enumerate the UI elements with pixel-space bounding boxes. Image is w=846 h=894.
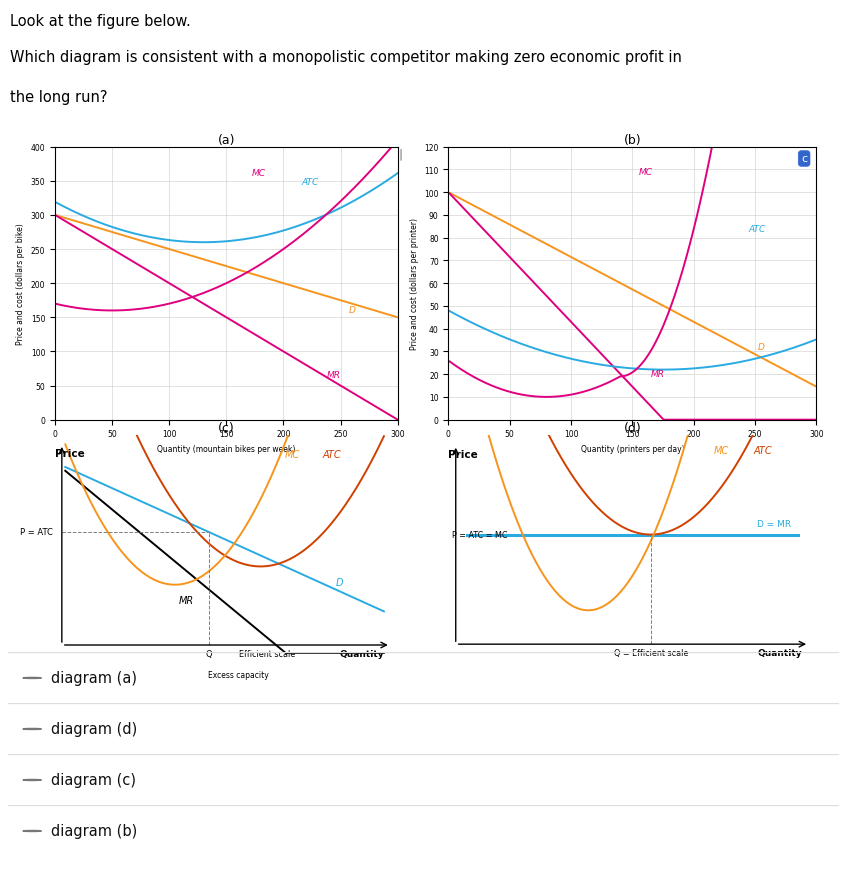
Text: Efficient scale: Efficient scale xyxy=(239,649,295,658)
Text: MR: MR xyxy=(651,370,665,379)
Circle shape xyxy=(23,678,41,679)
Text: Q = Efficient scale: Q = Efficient scale xyxy=(613,648,688,657)
Text: ATC: ATC xyxy=(754,445,772,455)
Text: ATC: ATC xyxy=(302,178,319,187)
Y-axis label: Price and cost (dollars per printer): Price and cost (dollars per printer) xyxy=(409,218,419,350)
Y-axis label: Price and cost (dollars per bike): Price and cost (dollars per bike) xyxy=(16,223,25,345)
Title: (c): (c) xyxy=(218,421,234,434)
Text: the long run?: the long run? xyxy=(10,89,107,105)
FancyBboxPatch shape xyxy=(0,1,313,38)
X-axis label: Quantity (mountain bikes per week): Quantity (mountain bikes per week) xyxy=(157,444,295,453)
Text: P = ATC = MC: P = ATC = MC xyxy=(452,530,508,539)
Title: (a): (a) xyxy=(217,133,235,147)
Text: D: D xyxy=(349,306,355,315)
Text: Quantity: Quantity xyxy=(339,649,384,658)
Text: P = ATC: P = ATC xyxy=(20,527,53,536)
Circle shape xyxy=(23,729,41,730)
Text: Quantity: Quantity xyxy=(757,648,802,657)
Text: Look at the figure below.: Look at the figure below. xyxy=(10,14,191,30)
Title: (b): (b) xyxy=(624,133,641,147)
Text: MC: MC xyxy=(284,450,299,460)
Text: D: D xyxy=(757,342,765,351)
X-axis label: Quantity (printers per day): Quantity (printers per day) xyxy=(580,444,684,453)
Text: Price: Price xyxy=(55,448,85,458)
Text: diagram (d): diagram (d) xyxy=(51,721,137,737)
Text: c: c xyxy=(801,155,807,164)
Text: MR: MR xyxy=(179,595,194,605)
Text: MC: MC xyxy=(713,445,728,455)
Text: Which diagram is consistent with a monopolistic competitor making zero economic : Which diagram is consistent with a monop… xyxy=(10,49,682,64)
Text: diagram (a): diagram (a) xyxy=(51,670,137,686)
Text: ATC: ATC xyxy=(749,224,766,233)
Text: D = MR: D = MR xyxy=(756,519,791,528)
Text: Excess capacity: Excess capacity xyxy=(208,670,269,679)
Text: diagram (c): diagram (c) xyxy=(51,772,135,788)
Text: diagram (b): diagram (b) xyxy=(51,823,137,839)
Text: D: D xyxy=(336,577,343,587)
Text: MR: MR xyxy=(327,370,341,379)
Text: MC: MC xyxy=(251,169,266,178)
Title: (d): (d) xyxy=(624,421,641,434)
Text: Price: Price xyxy=(448,450,478,460)
Text: Q: Q xyxy=(206,649,212,658)
Text: MC: MC xyxy=(639,168,652,177)
Text: ATC: ATC xyxy=(322,450,341,460)
